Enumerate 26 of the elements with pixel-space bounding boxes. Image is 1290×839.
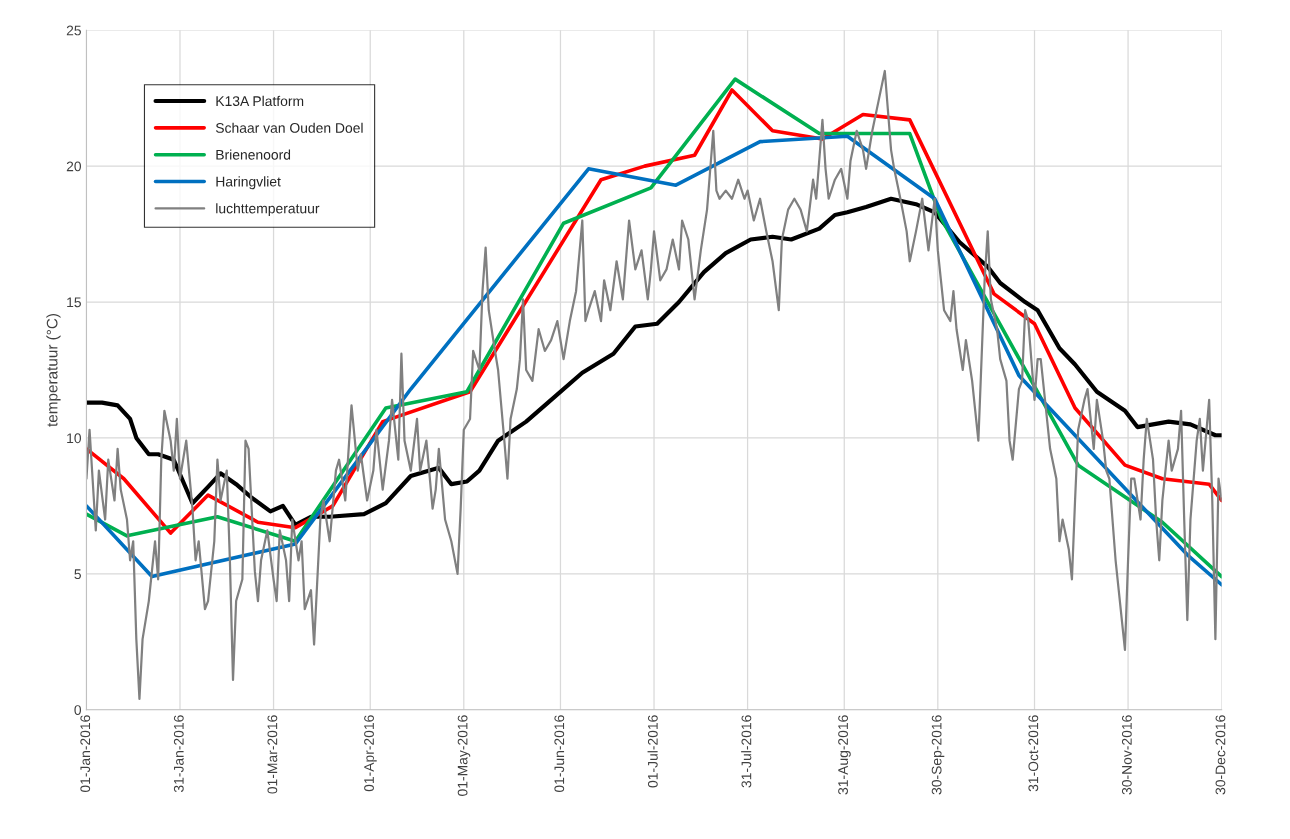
legend-label: Haringvliet (216, 176, 281, 190)
x-tick-label: 30-Nov-2016 (1121, 715, 1132, 795)
x-tick-label: 01-Jul-2016 (647, 715, 658, 788)
x-tick-label: 01-Apr-2016 (364, 715, 377, 792)
legend-label: luchttemperatuur (216, 203, 320, 217)
line-series (86, 69, 1222, 701)
legend-label: K13A Platform (216, 95, 304, 107)
x-tick-label: 30-Dec-2016 (1215, 715, 1226, 795)
y-tick-label: 25 (66, 25, 81, 36)
x-tick-label: 31-Jan-2016 (173, 715, 184, 793)
x-tick-label: 01-Jan-2016 (80, 715, 91, 793)
y-tick-label: 20 (66, 161, 82, 172)
x-tick-label: 31-Jul-2016 (741, 715, 752, 788)
x-tick-label: 30-Sep-2016 (931, 715, 945, 795)
y-tick-label: 15 (67, 297, 81, 308)
y-axis-title: temperatuur (°C) (46, 313, 61, 427)
legend-label: Schaar van Ouden Doel (215, 122, 363, 133)
legend-label: Brienenoord (216, 149, 291, 160)
x-tick-label: 01-Mar-2016 (267, 715, 278, 794)
x-tick-label: 01-Jun-2016 (554, 715, 565, 793)
y-tick-label: 0 (74, 705, 82, 715)
x-tick-label: 31-Oct-2016 (1028, 715, 1039, 792)
y-tick-label: 10 (67, 433, 82, 444)
x-tick-label: 31-Aug-2016 (838, 715, 851, 795)
y-tick-label: 5 (74, 569, 81, 580)
x-tick-label: 01-May-2016 (457, 715, 471, 796)
